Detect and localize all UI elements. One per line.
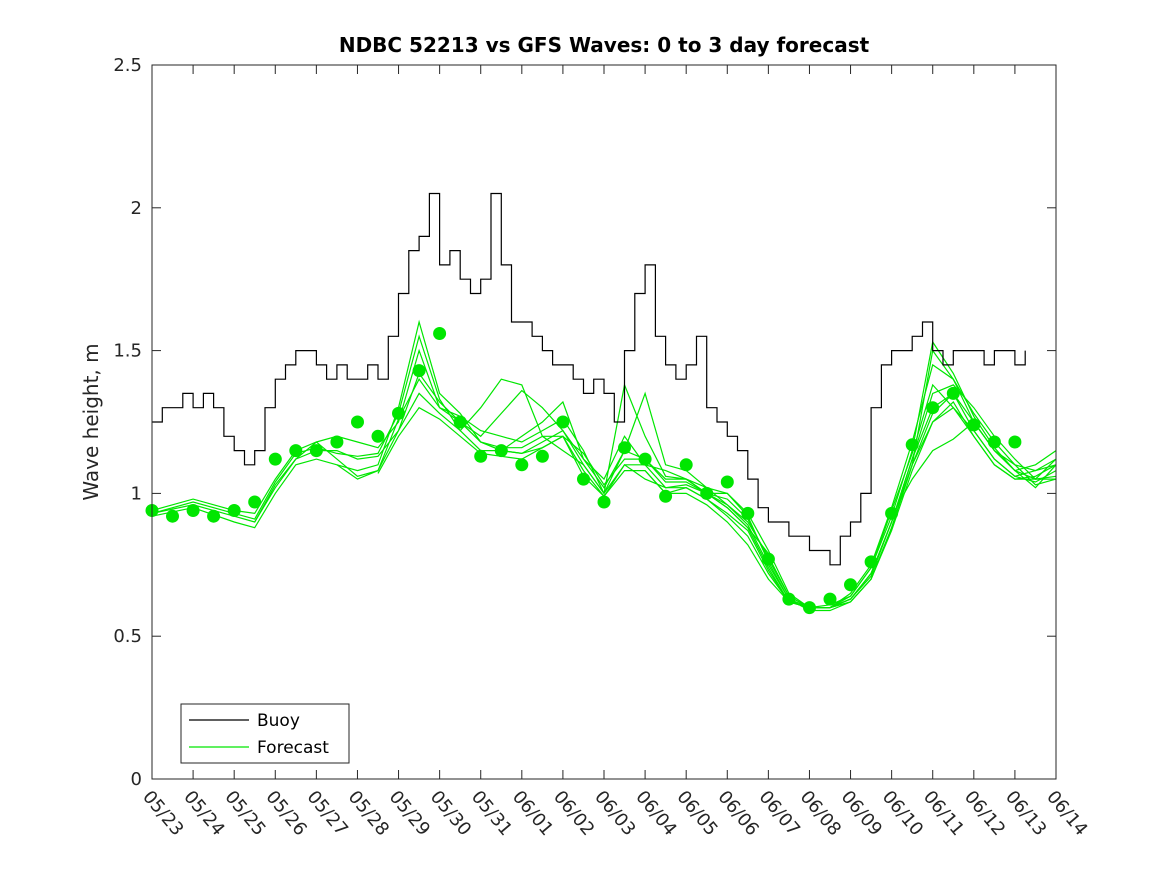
- forecast-marker: [433, 327, 447, 340]
- y-tick-label: 1.5: [113, 341, 142, 362]
- forecast-marker: [597, 495, 611, 509]
- forecast-marker: [823, 592, 837, 606]
- forecast-marker: [351, 415, 364, 429]
- forecast-marker: [535, 449, 549, 463]
- forecast-marker: [987, 435, 1001, 449]
- legend: Buoy Forecast: [180, 703, 350, 764]
- forecast-line-5: [254, 378, 1057, 609]
- forecast-line-9: [644, 383, 1057, 609]
- forecast-marker: [474, 449, 488, 463]
- forecast-marker: [515, 458, 529, 472]
- forecast-marker: [227, 504, 241, 517]
- forecast-marker: [494, 444, 508, 458]
- forecast-marker: [577, 472, 590, 486]
- legend-label-buoy: Buoy: [257, 711, 300, 731]
- forecast-marker: [926, 401, 940, 415]
- forecast-marker: [309, 444, 323, 458]
- forecast-marker: [885, 506, 899, 520]
- buoy-line: [152, 192, 1026, 566]
- legend-box: [180, 703, 350, 764]
- y-tick-label: 0: [131, 769, 142, 790]
- plot-area: [145, 192, 1057, 615]
- forecast-marker: [782, 592, 796, 606]
- forecast-marker: [1008, 435, 1022, 449]
- forecast-marker: [803, 601, 816, 615]
- forecast-marker: [967, 418, 981, 432]
- y-tick-label: 1: [131, 483, 142, 504]
- forecast-marker: [186, 504, 200, 517]
- forecast-marker: [720, 475, 734, 489]
- forecast-marker: [330, 435, 344, 449]
- y-axis-label: Wave height, m: [79, 343, 103, 500]
- forecast-marker: [638, 452, 652, 466]
- forecast-marker: [679, 458, 693, 472]
- chart-title: NDBC 52213 vs GFS Waves: 0 to 3 day fore…: [339, 33, 870, 57]
- forecast-line-7: [377, 401, 1057, 609]
- forecast-marker: [844, 578, 857, 592]
- forecast-marker: [556, 415, 570, 429]
- y-tick-label: 2: [131, 198, 142, 219]
- forecast-marker: [659, 489, 673, 503]
- forecast-marker: [392, 406, 405, 420]
- forecast-marker: [453, 415, 467, 429]
- forecast-marker: [700, 486, 714, 500]
- forecast-marker: [761, 552, 775, 566]
- y-tick-label: 2.5: [113, 55, 142, 76]
- forecast-marker: [412, 364, 426, 378]
- forecast-marker: [268, 452, 282, 466]
- forecast-marker: [741, 506, 755, 520]
- forecast-line-10: [685, 478, 769, 554]
- forecast-marker: [946, 386, 960, 400]
- forecast-marker: [207, 509, 221, 523]
- forecast-marker: [905, 438, 919, 452]
- forecast-marker: [864, 555, 878, 569]
- legend-label-forecast: Forecast: [257, 738, 329, 758]
- forecast-marker: [289, 444, 303, 458]
- forecast-marker: [371, 429, 385, 443]
- forecast-marker: [248, 495, 262, 509]
- y-tick-label: 0.5: [113, 626, 142, 647]
- forecast-marker: [618, 441, 631, 455]
- forecast-marker: [166, 509, 179, 523]
